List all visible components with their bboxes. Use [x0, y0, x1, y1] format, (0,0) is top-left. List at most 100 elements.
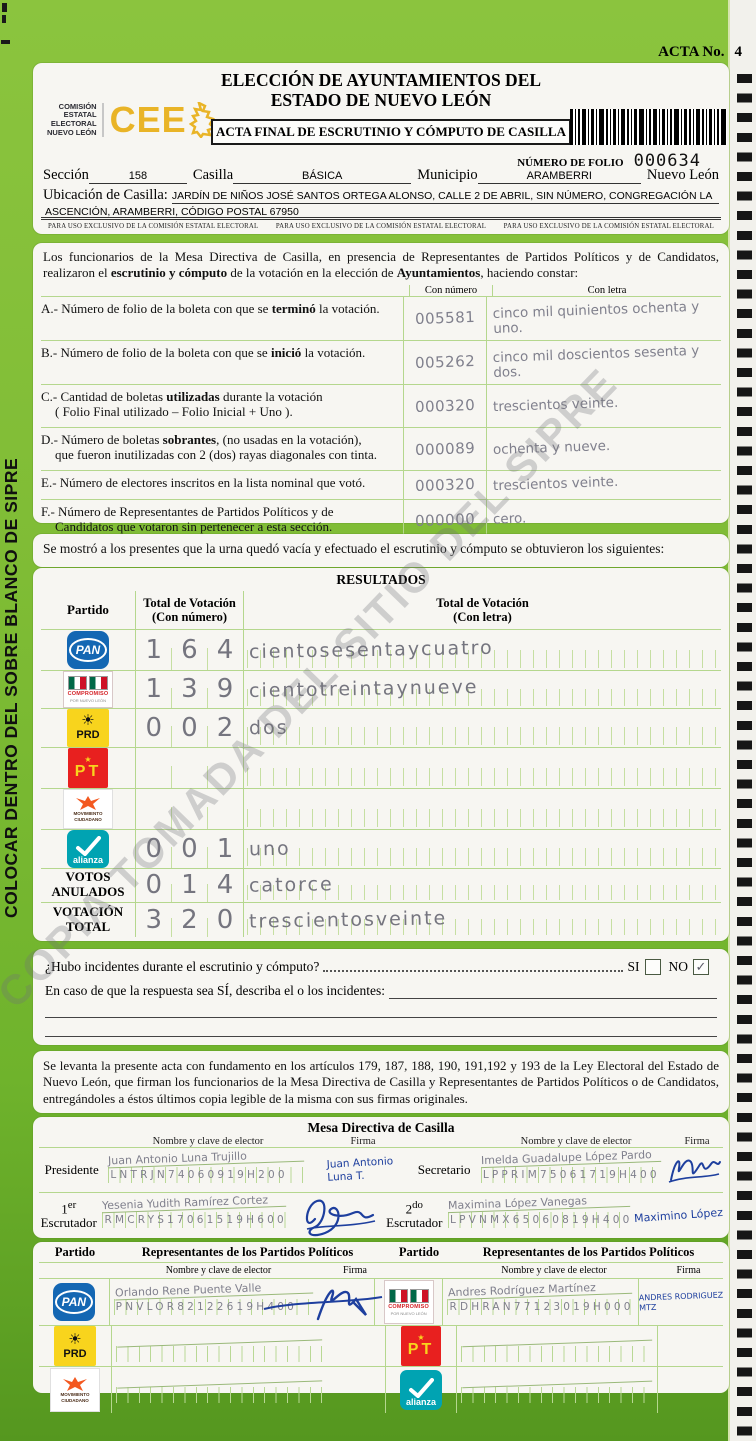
signature-text: MTZ	[638, 1302, 657, 1313]
col-text: (Con número)	[151, 610, 228, 625]
legal-card: Se levanta la presente acta con fundamen…	[33, 1051, 729, 1113]
mc-eagle-icon	[76, 796, 100, 811]
prd-votes-digit: 0	[145, 712, 163, 743]
folio-value: 000634	[633, 151, 701, 171]
secretario-name-cell: Imelda Guadalupe López Pardo LPPRIM75061…	[477, 1147, 665, 1192]
role-sup: do	[412, 1199, 423, 1212]
alianza-rep-firma	[658, 1367, 723, 1413]
secretario-firma	[665, 1148, 723, 1192]
mc-logo-text: MOVIMIENTO	[60, 1392, 90, 1398]
count-e-words: trescientos veinte.	[492, 474, 619, 495]
col-total-numero: Total de Votación (Con número)	[135, 591, 243, 630]
label-text: durante la votación	[219, 388, 323, 404]
count-label: D.- Número de boletas sobrantes, (no usa…	[41, 428, 403, 470]
si-checkbox[interactable]	[644, 959, 661, 975]
count-label: B.- Número de folio de la boleta con que…	[41, 341, 403, 384]
pt-logo-icon: ★ PT	[68, 747, 108, 788]
org-name: COMISIÓN ESTATAL ELECTORAL NUEVO LEÓN	[47, 102, 104, 138]
org-line: ELECTORAL	[50, 119, 97, 128]
role-word: Escrutador	[40, 1215, 97, 1231]
compromiso-subtext: POR NUEVO LEÓN	[69, 697, 106, 703]
empty-name-line	[461, 1326, 653, 1348]
intro-paragraph: Los funcionarios de la Mesa Directiva de…	[33, 243, 729, 283]
folio-label: NÚMERO DE FOLIO	[517, 157, 624, 169]
barcode-icon	[570, 109, 727, 145]
total-words: trescientosveinte	[248, 907, 448, 933]
ubicacion-row: Ubicación de Casilla: JARDÍN DE NIÑOS JO…	[43, 187, 719, 204]
mc-logo-text: MOVIMIENTO	[73, 811, 103, 817]
location-fields-row: Sección 158 Casilla BÁSICA Municipio ARA…	[43, 167, 719, 184]
rep-row-2: ☀ PRD ★ PT	[39, 1326, 723, 1367]
escrutador1-clave: RMCRYS17061519H600	[104, 1214, 287, 1226]
label-text: la votación.	[315, 300, 380, 316]
pri-rep-name: Andres Rodríguez Martínez	[448, 1279, 633, 1301]
pt-logo-icon: ★ PT	[401, 1326, 441, 1366]
compromiso-text: COMPROMISO	[388, 1303, 430, 1310]
col-partido: Partido	[67, 602, 109, 618]
no-checkbox[interactable]: ✓	[693, 959, 709, 975]
movimiento-ciudadano-logo-icon: MOVIMIENTO CIUDADANO	[50, 1368, 100, 1412]
results-header: Partido Total de Votación (Con número) T…	[41, 591, 721, 631]
label-text: la votación.	[301, 344, 366, 360]
role-secretario: Secretario	[417, 1162, 471, 1178]
registration-mark	[2, 3, 7, 12]
exclusive-note: PARA USO EXCLUSIVO DE LA COMISIÓN ESTATA…	[275, 223, 487, 230]
prd-votes-digit: 0	[181, 712, 198, 743]
role-num: 1	[61, 1201, 68, 1217]
result-row-mc: MOVIMIENTO CIUDADANO	[41, 788, 721, 830]
pan-votes-digit: 1	[145, 635, 163, 665]
col-firma: Firma	[343, 1265, 367, 1276]
label-bold: utilizadas	[166, 388, 220, 404]
write-line	[389, 997, 717, 999]
presidente-firma: Juan Antonio Luna T.	[308, 1148, 411, 1192]
label-line2: ( Folio Final utilizado – Folio Inicial …	[55, 404, 293, 420]
pri-votes-digit: 9	[216, 674, 234, 705]
count-b-number: 005262	[414, 352, 476, 373]
mesa-title: Mesa Directiva de Casilla	[307, 1120, 455, 1135]
pri-votes-digit: 1	[145, 674, 163, 705]
anulados-digit: 4	[216, 870, 234, 901]
pri-votes-words: cientotreintaynueve	[248, 676, 479, 703]
count-c-words: trescientos veinte.	[492, 395, 619, 416]
casilla-value: BÁSICA	[233, 170, 412, 184]
nueva-alianza-logo-icon: alianza	[67, 829, 109, 868]
pt-rep-cell	[457, 1326, 658, 1366]
mesa-row-1: Presidente Juan Antonio Luna Trujillo LN…	[39, 1147, 723, 1193]
escrutador2-name: Maximina López Vanegas	[447, 1192, 631, 1214]
pt-star-icon: ★	[84, 754, 92, 764]
label-text: D.- Número de boletas	[41, 431, 163, 447]
escrutador1-name: Yesenia Yudith Ramírez Cortez	[102, 1192, 288, 1214]
alianza-swoosh-icon	[76, 835, 101, 856]
prd-votes-words: dos	[248, 716, 289, 740]
secretario-name: Imelda Guadalupe López Pardo	[480, 1147, 662, 1169]
intro-bold: Ayuntamientos	[396, 264, 481, 280]
signature-scribble	[668, 1159, 722, 1183]
reps-card: Partido Representantes de los Partidos P…	[33, 1242, 729, 1413]
cee-wordmark: CEE	[110, 99, 215, 141]
movimiento-ciudadano-logo-icon: MOVIMIENTO CIUDADANO	[63, 788, 113, 829]
municipio-label: Municipio	[417, 167, 478, 183]
signature-text: Maximino López	[633, 1205, 724, 1225]
ubicacion-label: Ubicación de Casilla:	[43, 187, 168, 203]
prd-rep-cell	[112, 1326, 327, 1366]
col-text: (Con letra)	[453, 610, 512, 625]
escrutador2-clave: LPVNMX65060819H400	[450, 1214, 633, 1226]
nuevo-leon-shape-icon	[188, 102, 215, 138]
nueva-alianza-logo-icon: alianza	[400, 1370, 442, 1410]
col-nombre-clave: Nombre y clave de elector	[501, 1265, 607, 1276]
escrutador2-firma: Maximino López	[633, 1193, 724, 1237]
intro-text: Los funcionarios de la Mesa Directiva de…	[43, 249, 719, 280]
mc-logo-text: CIUDADANO	[61, 1398, 89, 1403]
side-instruction-label: COLOCAR DENTRO DEL SOBRE BLANCO DE SIPRE	[1, 457, 21, 919]
role-escrutador-2: 2do Escrutador	[385, 1193, 444, 1237]
registration-mark	[2, 15, 6, 23]
pt-logo-text: PT	[74, 762, 102, 780]
col-nombre-clave: Nombre y clave de elector	[520, 1136, 632, 1147]
col-partido: Partido	[398, 1244, 440, 1259]
prd-sun-icon: ☀	[68, 1331, 82, 1348]
pan-rep-firma	[263, 1279, 382, 1325]
urn-note-card: Se mostró a los presentes que la urna qu…	[33, 534, 729, 567]
pt-logo-text: PT	[407, 1341, 435, 1358]
